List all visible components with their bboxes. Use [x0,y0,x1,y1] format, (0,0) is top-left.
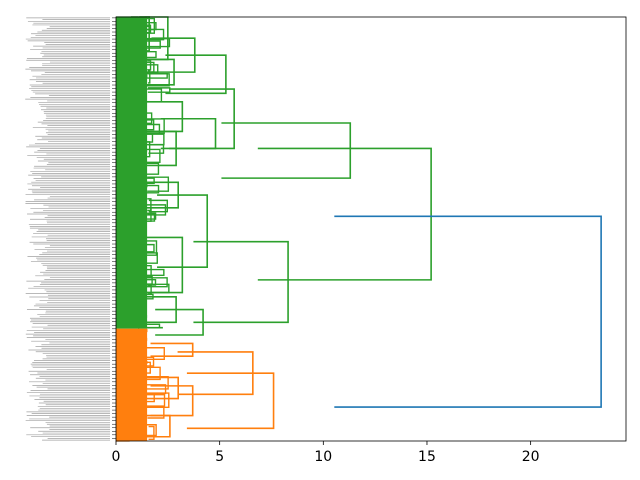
mid-merge-link [142,347,165,361]
mid-merge-link [141,252,158,264]
mid-merge-link [147,176,170,192]
mid-merge-link [147,60,152,71]
merge-link-o3 [143,376,179,400]
mid-merge-link [144,148,161,164]
mid-merge-link [144,212,157,220]
mid-merge-link [140,141,151,158]
mid-merge-link [144,40,161,49]
leaf-block-cluster-1 [116,17,148,329]
mid-merge-link [145,376,169,390]
mid-merge-link [143,243,155,253]
mid-merge-link [141,162,160,175]
chart-axes: 0 5 10 15 20 [112,16,627,465]
mid-merge-link [145,366,161,381]
x-tick-label: 20 [522,449,540,465]
merge-link-g10 [221,122,352,179]
merge-link-g8 [160,117,217,150]
mid-merge-link [147,70,151,84]
mid-merge-link [147,198,152,212]
mid-merge-link [141,356,155,367]
mid-merge-link [144,384,167,395]
mid-merge-link [144,61,155,73]
mid-merge-link [145,177,155,185]
merge-link-g16 [193,240,289,324]
plot-frame [115,16,627,442]
mid-merge-link [146,28,165,41]
leaf-block-cluster-2 [116,328,148,441]
mid-merge-link [146,17,156,34]
merge-link-root [334,215,602,408]
mid-merge-link [143,424,157,437]
x-tick-label: 10 [314,449,332,465]
mid-merge-link [141,123,161,135]
merge-link-o5 [140,414,171,438]
mid-merge-link [145,112,153,125]
mid-merge-link [147,213,156,222]
mid-merge-link [140,184,160,194]
mid-merge-link [143,393,166,407]
mid-merge-link [147,87,171,93]
mid-merge-link [148,425,155,440]
mid-merge-link [141,323,161,329]
mid-merge-link [141,240,158,256]
merge-link-g13 [145,236,184,294]
merge-link-g9 [169,88,235,150]
merge-link-o1 [150,342,194,357]
mid-merge-link [145,88,163,103]
mid-merge-link [144,264,152,278]
merge-link-g17 [257,147,432,281]
leaf-label-column [25,17,116,441]
mid-merge-link [145,361,151,374]
mid-merge-link [141,204,167,216]
merge-link-o4 [150,385,194,417]
x-tick-label: 5 [215,449,224,465]
x-tick-label: 0 [112,449,121,465]
merge-link-o6 [186,372,275,430]
mid-merge-link [147,406,165,419]
mid-merge-link [147,73,168,79]
mid-merge-link [144,277,168,288]
dendrogram-links [116,16,602,442]
x-tick-label: 15 [418,449,436,465]
mid-merge-link [146,268,165,277]
mid-merge-link [148,199,168,213]
merge-link-g5 [165,54,227,95]
